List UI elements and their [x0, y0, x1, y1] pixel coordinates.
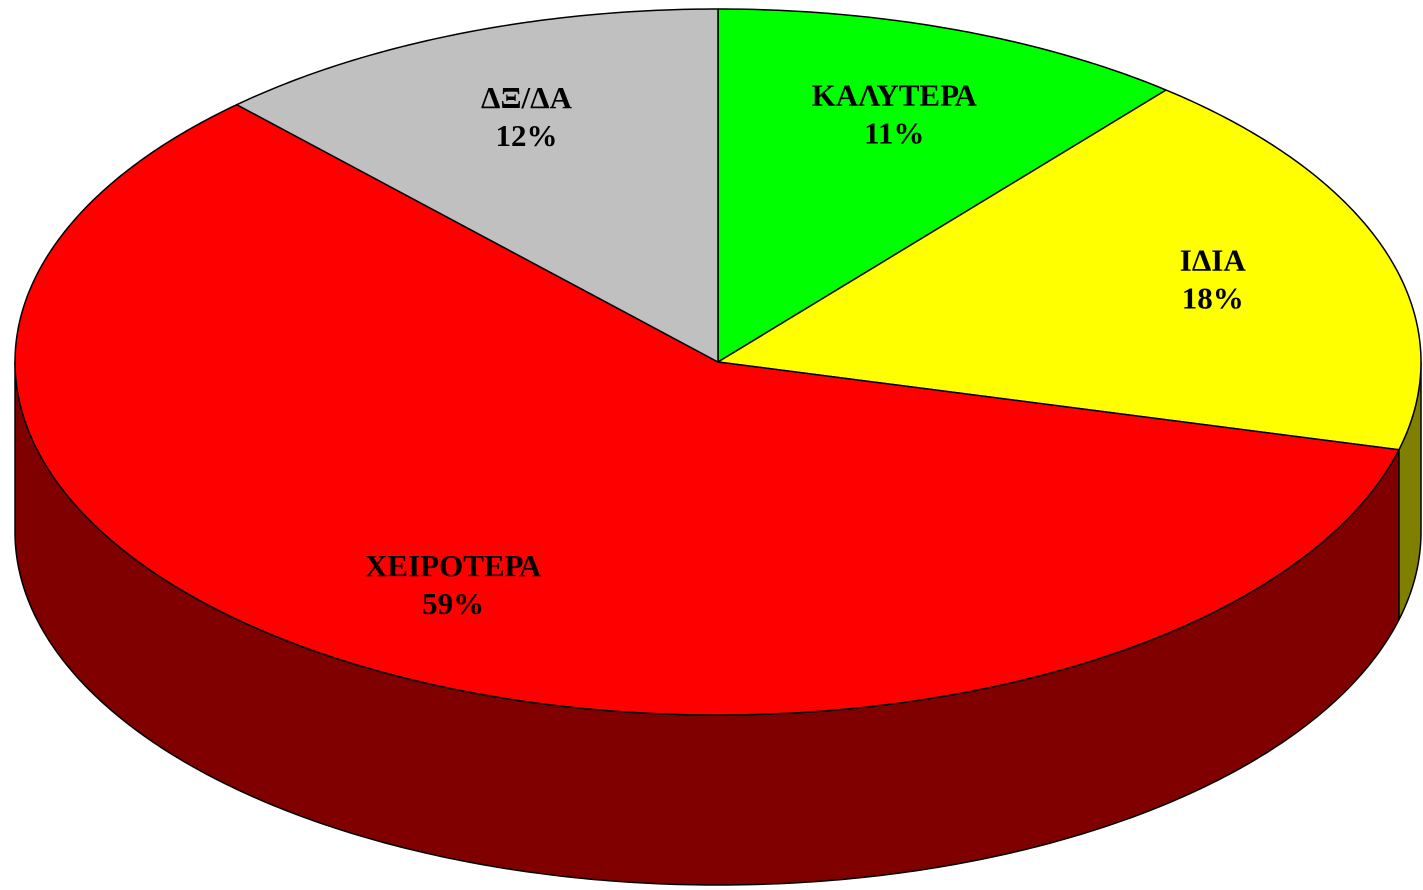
slice — [14, 103, 1400, 716]
slice-label: ΔΞ/ΔΑ — [481, 80, 572, 115]
slice-value-label: 18% — [1182, 280, 1244, 315]
slice-label: ΙΔΙΑ — [1180, 242, 1247, 277]
slice-value-label: 59% — [422, 586, 484, 621]
slice-value-label: 11% — [864, 115, 924, 150]
slice-label: ΧΕΙΡΟΤΕΡΑ — [365, 548, 542, 583]
slice-label: ΚΑΛΥΤΕΡΑ — [812, 77, 978, 112]
slice — [236, 8, 719, 363]
slice-value-label: 12% — [495, 118, 557, 153]
slice — [717, 89, 1422, 451]
slice — [717, 8, 1167, 363]
pie-tops — [14, 8, 1422, 716]
